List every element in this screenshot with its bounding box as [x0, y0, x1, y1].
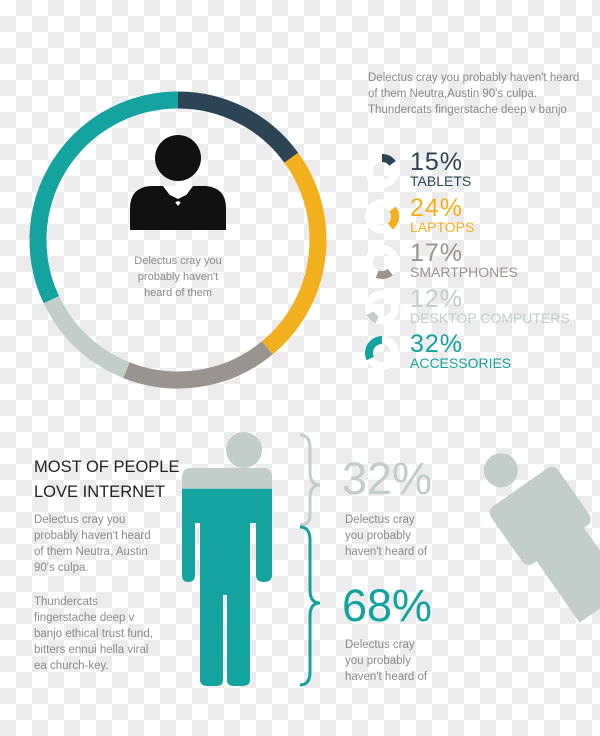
- legend-swatch-icon: [381, 154, 396, 166]
- stat-68-text: Delectus cray you probably haven't heard…: [345, 639, 428, 683]
- legend-item: 24% LAPTOPS: [410, 193, 475, 235]
- legend-label: TABLETS: [410, 173, 472, 189]
- legend-value: 17%: [410, 239, 464, 267]
- internet-para-1: Delectus cray you probably haven't heard…: [34, 514, 151, 574]
- stat-68-value: 68%: [342, 580, 433, 631]
- donut-center-text: Delectus cray you probably haven't heard…: [134, 255, 222, 299]
- brace-68: [299, 525, 321, 687]
- donut-segment-desktop-computers: [43, 295, 130, 379]
- donut-segment-laptops: [261, 152, 327, 355]
- donut-segment-smartphones: [123, 341, 273, 389]
- person-lower-68: [182, 488, 272, 686]
- donut-segment-tablets: [177, 91, 299, 163]
- businessman-icon: [130, 135, 226, 230]
- internet-title: MOST OF PEOPLE LOVE INTERNET: [34, 455, 179, 505]
- legend-item: 17% SMARTPHONES: [410, 241, 518, 280]
- legend-swatch-icon: [365, 336, 383, 361]
- stat-32-text: Delectus cray you probably haven't heard…: [345, 514, 428, 558]
- legend-value: 32%: [410, 330, 464, 358]
- person-upper-32: [182, 432, 272, 489]
- title-line: LOVE INTERNET: [34, 483, 166, 501]
- donut-chart: [29, 91, 327, 389]
- legend-value: 12%: [410, 284, 464, 313]
- person-figure: [182, 432, 272, 686]
- intro-text: Delectus cray you probably haven't heard…: [368, 72, 580, 116]
- legend-icons: [365, 154, 399, 370]
- falling-person-icon: [483, 453, 600, 623]
- legend-item: 15% TABLETS: [410, 150, 471, 189]
- legend-label: ACCESSORIES: [410, 355, 512, 371]
- donut-segment-accessories: [29, 91, 179, 304]
- title-line: MOST OF PEOPLE: [34, 458, 180, 476]
- legend-swatch-icon: [387, 206, 399, 230]
- legend-label: SMARTPHONES: [410, 264, 518, 280]
- legend-value: 24%: [410, 193, 464, 222]
- legend-label: LAPTOPS: [410, 218, 475, 235]
- legend-swatch-icon: [375, 268, 393, 279]
- legend-swatch-icon: [366, 311, 380, 324]
- stat-32-value: 32%: [342, 453, 433, 504]
- brace-32: [299, 433, 321, 527]
- legend-ring-track: [365, 290, 399, 325]
- internet-para-2: Thundercats fingerstache deep v banjo et…: [34, 596, 153, 672]
- legend-item: 12% DESKTOP COMPUTERS: [410, 284, 570, 326]
- legend-value: 15%: [410, 148, 464, 176]
- legend-label: DESKTOP COMPUTERS: [410, 309, 570, 326]
- legend-item: 32% ACCESSORIES: [410, 332, 511, 371]
